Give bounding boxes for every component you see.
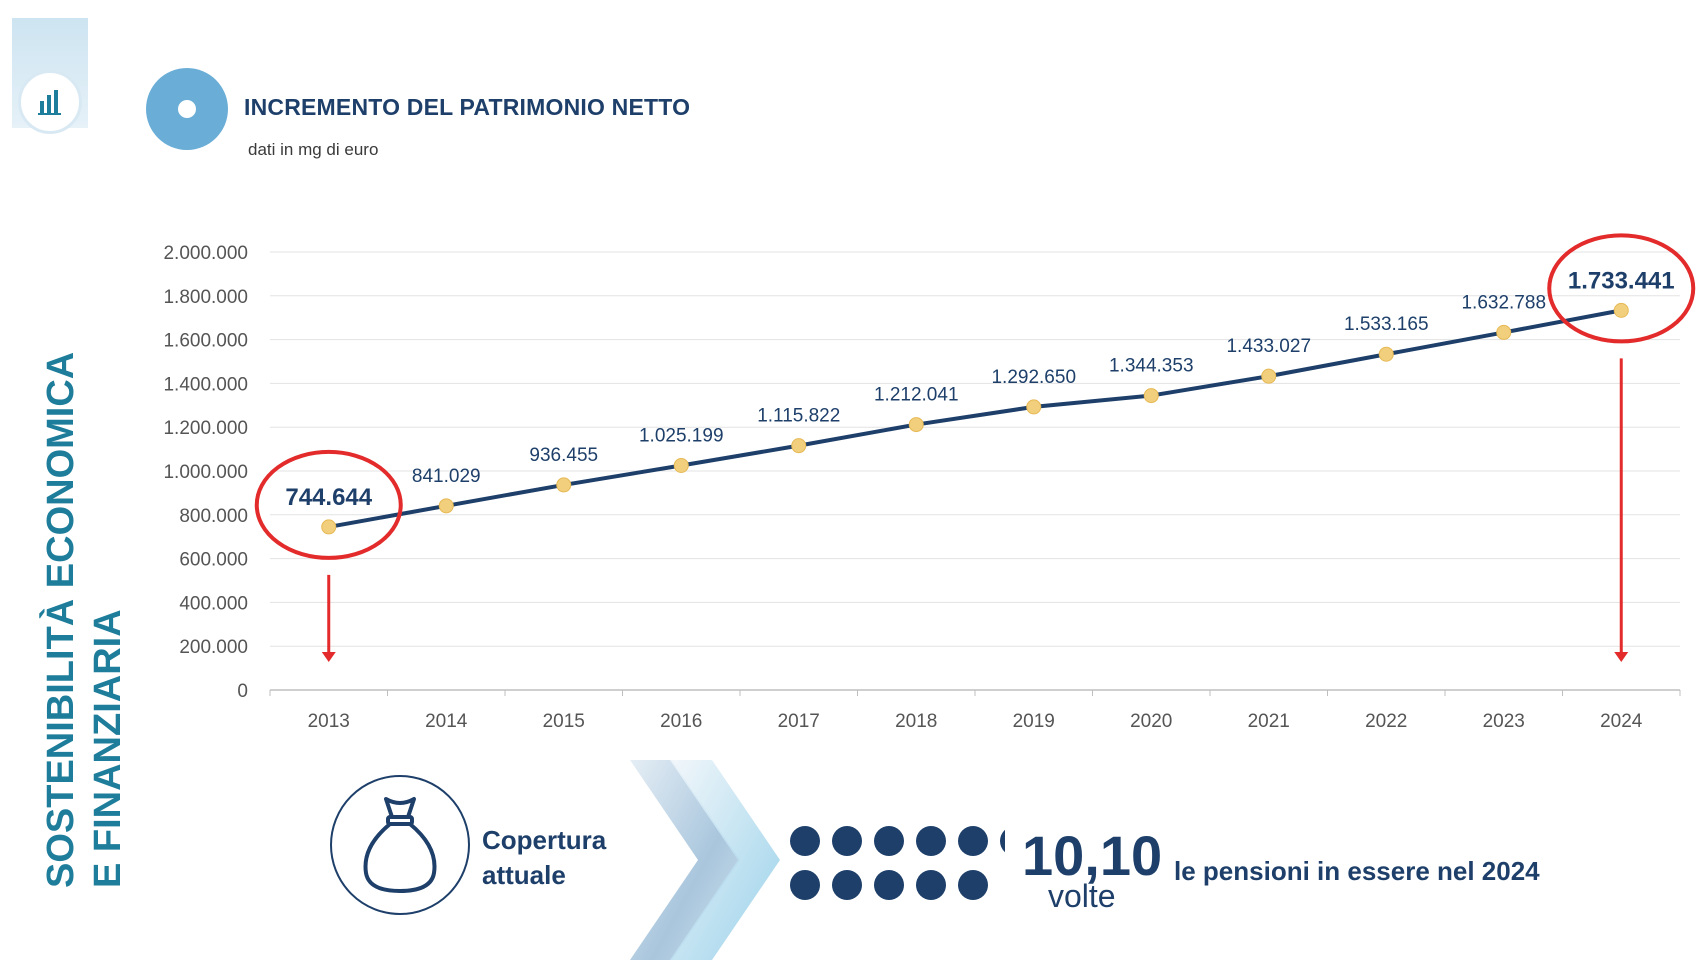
y-tick-label: 1.800.000 — [163, 287, 248, 308]
dot — [832, 870, 862, 900]
data-point — [1496, 324, 1512, 340]
dot — [916, 870, 946, 900]
chart-series — [321, 302, 1629, 535]
data-point — [556, 477, 572, 493]
data-label: 936.455 — [529, 445, 598, 466]
pension-dots — [790, 826, 1005, 906]
data-point — [791, 438, 807, 454]
chart-highlights — [254, 233, 1696, 662]
data-point — [1026, 399, 1042, 415]
data-point — [438, 498, 454, 514]
y-tick-label: 2.000.000 — [163, 243, 248, 264]
dot — [958, 870, 988, 900]
highlight-circle — [254, 449, 403, 560]
x-tick-label: 2017 — [778, 711, 820, 732]
highlight-data-label: 1.733.441 — [1568, 267, 1675, 294]
page-title: INCREMENTO DEL PATRIMONIO NETTO — [244, 94, 691, 120]
data-label: 1.533.165 — [1344, 314, 1429, 335]
dot — [790, 826, 820, 856]
highlight-arrow-head — [1614, 652, 1629, 662]
y-tick-label: 400.000 — [179, 593, 248, 614]
y-tick-label: 1.200.000 — [163, 418, 248, 439]
highlight-circle — [1547, 233, 1696, 344]
dot — [958, 826, 988, 856]
x-tick-label: 2015 — [543, 711, 585, 732]
chart-axes: 0 200.000 400.000 600.000 800.000 1.000.000 1.… — [163, 243, 1681, 732]
data-point — [1378, 346, 1394, 362]
coverage-label: Copertura attuale — [482, 823, 606, 893]
coverage-description: le pensioni in essere nel 2024 — [1174, 856, 1540, 886]
data-label: 841.029 — [412, 466, 481, 487]
money-bag-icon — [363, 797, 437, 893]
y-tick-label: 600.000 — [179, 550, 248, 571]
data-point — [908, 417, 924, 433]
y-tick-label: 0 — [237, 681, 248, 702]
x-tick-label: 2014 — [425, 711, 468, 732]
y-tick-label: 200.000 — [179, 637, 248, 658]
dot — [874, 870, 904, 900]
data-label: 1.344.353 — [1109, 356, 1194, 377]
x-tick-label: 2021 — [1248, 711, 1290, 732]
coverage-label-line2: attuale — [482, 860, 566, 890]
data-label: 1.292.650 — [991, 367, 1076, 388]
coverage-value: 10,10 — [1022, 824, 1163, 887]
highlight-data-label: 744.644 — [285, 484, 372, 511]
double-chevron-icon — [630, 760, 780, 960]
x-tick-label: 2019 — [1013, 711, 1055, 732]
data-label: 1.632.788 — [1461, 292, 1546, 313]
x-tick-label: 2020 — [1130, 711, 1172, 732]
coverage-badge — [330, 775, 470, 915]
highlight-arrow-head — [321, 652, 336, 662]
x-tick-label: 2023 — [1483, 711, 1525, 732]
y-tick-label: 1.000.000 — [163, 462, 248, 483]
dot — [1000, 826, 1005, 856]
data-point — [1613, 302, 1629, 318]
y-tick-label: 1.600.000 — [163, 331, 248, 352]
bar-chart-icon — [38, 90, 61, 115]
y-tick-label: 800.000 — [179, 506, 248, 527]
chart-grid — [270, 251, 1680, 647]
x-tick-label: 2018 — [895, 711, 937, 732]
dot — [916, 826, 946, 856]
section-badge — [18, 70, 82, 134]
data-point — [1261, 368, 1277, 384]
coverage-label-line1: Copertura — [482, 825, 607, 855]
x-tick-label: 2016 — [660, 711, 702, 732]
data-point — [321, 519, 337, 535]
dot — [874, 826, 904, 856]
data-point — [1143, 388, 1159, 404]
data-label: 1.115.822 — [757, 406, 840, 427]
dot — [832, 826, 862, 856]
data-label: 1.025.199 — [639, 425, 724, 446]
x-tick-label: 2022 — [1365, 711, 1407, 732]
title-bullet-icon — [146, 68, 228, 150]
coverage-unit: volte — [1048, 878, 1116, 914]
y-tick-label: 1.400.000 — [163, 374, 248, 395]
dot — [790, 870, 820, 900]
x-tick-label: 2024 — [1600, 711, 1643, 732]
data-label: 1.433.027 — [1226, 336, 1311, 357]
net-worth-line-chart: 0 200.000 400.000 600.000 800.000 1.000.000 1.… — [163, 233, 1696, 732]
chart-data-labels: 744.644 841.029 936.455 1.025.199 1.115.822 1… — [285, 267, 1674, 511]
data-label: 1.212.041 — [874, 385, 959, 406]
page-subtitle: dati in mg di euro — [248, 140, 379, 159]
x-tick-label: 2013 — [308, 711, 350, 732]
series-line — [328, 308, 1622, 529]
data-point — [673, 457, 689, 473]
